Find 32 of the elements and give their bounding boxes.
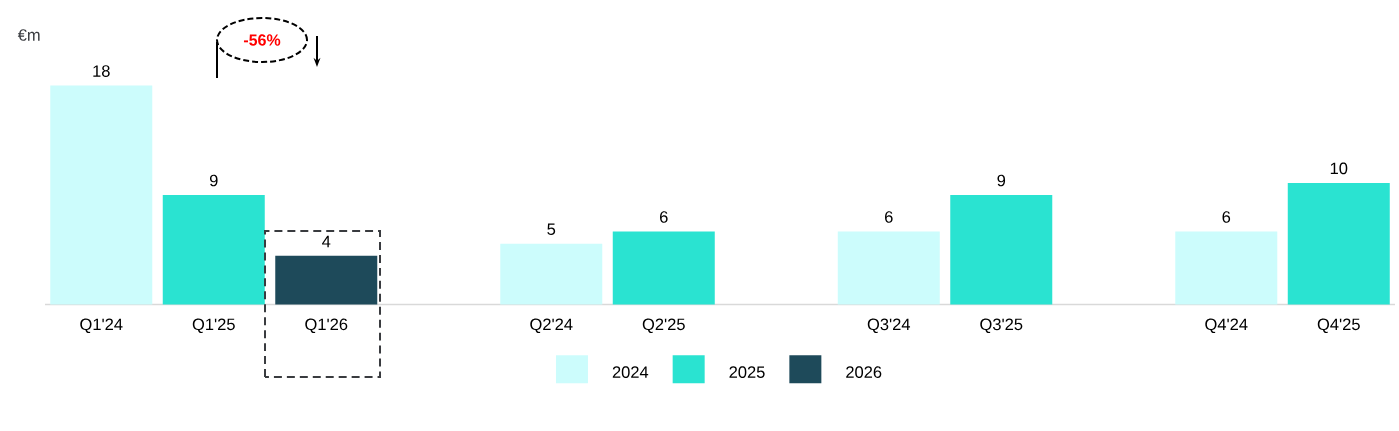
x-tick-label: Q4'24 — [1205, 318, 1248, 334]
bar — [612, 231, 715, 305]
data-label: 9 — [997, 174, 1006, 187]
x-tick-label: Q4'25 — [1317, 318, 1360, 334]
data-label: 6 — [885, 211, 893, 223]
bar — [950, 195, 1053, 305]
bar — [837, 231, 940, 305]
legend-label: 2024 — [612, 366, 649, 378]
bar — [50, 85, 153, 305]
data-label: 4 — [322, 235, 331, 248]
x-tick-label: Q3'25 — [980, 318, 1023, 334]
data-label: 9 — [209, 174, 218, 187]
data-label: 18 — [93, 65, 110, 77]
bar — [500, 243, 603, 305]
x-tick-label: Q2'24 — [530, 318, 573, 334]
x-tick-label: Q3'24 — [867, 318, 911, 334]
legend-label: 2026 — [846, 366, 882, 378]
data-label: 6 — [1222, 211, 1231, 223]
data-label: 6 — [660, 211, 668, 223]
data-label: 10 — [1330, 162, 1348, 175]
bar — [275, 255, 378, 305]
bar — [1287, 182, 1390, 305]
x-tick-label: Q2'25 — [642, 318, 685, 334]
x-tick-label: Q1'24 — [80, 318, 123, 334]
x-tick-label: Q1'26 — [305, 318, 348, 334]
text: -56% — [243, 34, 281, 46]
y-axis-title: €m — [17, 29, 40, 41]
legend-label: 2025 — [729, 366, 765, 378]
bar — [1175, 231, 1278, 305]
bar — [162, 195, 265, 305]
data-label: 5 — [547, 223, 556, 235]
x-tick-label: Q1'25 — [192, 318, 235, 334]
